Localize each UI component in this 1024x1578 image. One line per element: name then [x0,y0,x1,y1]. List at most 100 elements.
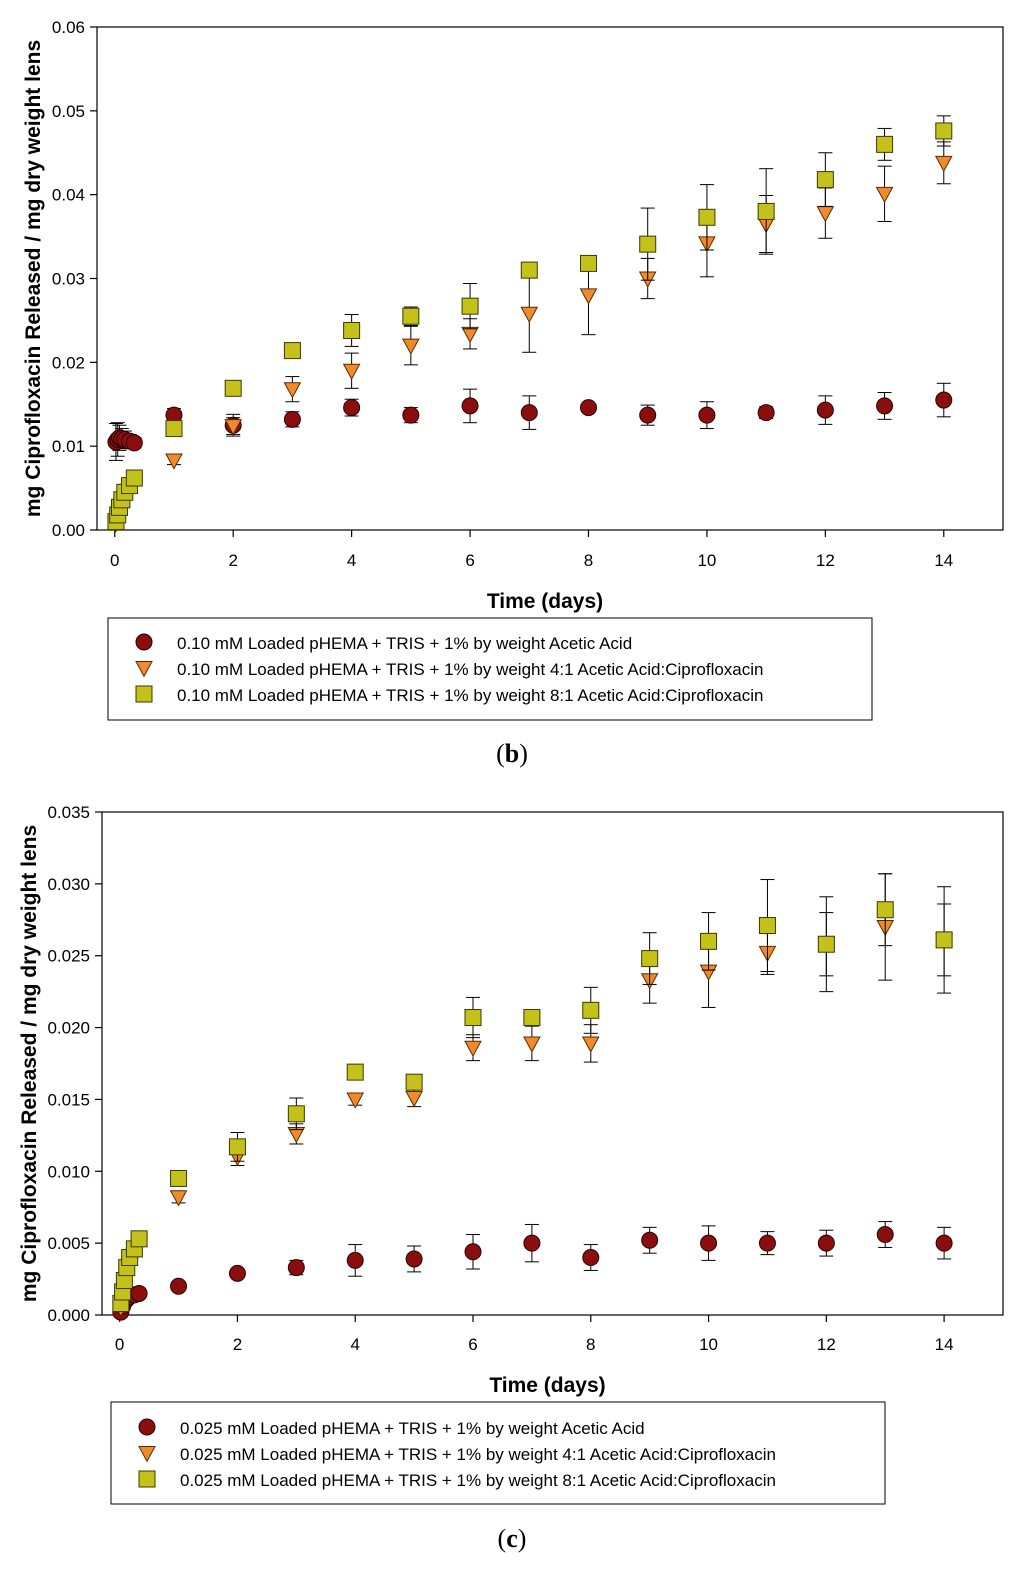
data-point [405,1073,423,1091]
y-tick-label: 0.000 [47,1306,90,1325]
data-point [817,935,835,953]
data-point [346,1063,364,1081]
data-point [130,1230,148,1248]
data-point [935,391,953,409]
data-point [228,1264,246,1282]
data-point [523,1234,541,1252]
data-point [346,1251,364,1269]
caption-part: ( [498,1524,507,1553]
x-tick-label: 6 [465,551,474,570]
data-point [170,1169,188,1187]
y-tick-label: 0.03 [52,270,85,289]
data-point [758,917,776,935]
data-point [343,399,361,417]
data-point [816,206,835,223]
plot-frame [96,26,1004,531]
x-tick-label: 4 [350,1335,359,1354]
data-point [464,1009,482,1027]
data-point [757,404,775,422]
y-tick-label: 0.06 [52,18,85,37]
data-point [170,1277,188,1295]
x-tick-label: 2 [228,551,237,570]
data-point [343,321,361,339]
legend-marker [135,633,153,651]
data-point [698,208,716,226]
y-tick-label: 0.005 [47,1234,90,1253]
data-point [757,202,775,220]
data-point [876,901,894,919]
data-point [228,1138,246,1156]
data-point [639,406,657,424]
data-point [639,235,657,253]
x-tick-label: 4 [347,551,356,570]
legend-label: 0.025 mM Loaded pHEMA + TRIS + 1% by wei… [180,1419,645,1438]
data-point [402,338,420,355]
data-point [876,397,894,415]
data-point [461,297,479,315]
data-point [165,453,183,470]
panel-caption: (b) [496,739,528,768]
data-point [125,469,143,487]
data-point [698,406,716,424]
data-point [523,1009,541,1027]
legend-label: 0.10 mM Loaded pHEMA + TRIS + 1% by weig… [177,634,632,653]
data-point [876,135,894,153]
data-point [520,306,539,324]
caption-part: b [505,739,519,768]
data-point [402,406,420,424]
x-tick-label: 10 [697,551,716,570]
legend-label: 0.10 mM Loaded pHEMA + TRIS + 1% by weig… [177,686,764,705]
x-tick-label: 12 [817,1335,836,1354]
x-tick-label: 14 [935,1335,954,1354]
caption-part: ( [496,739,505,768]
data-point [582,1001,600,1019]
data-point [876,1226,894,1244]
y-tick-label: 0.05 [52,102,85,121]
y-tick-label: 0.00 [52,521,85,540]
legend-marker [138,1470,156,1488]
y-tick-label: 0.010 [47,1162,90,1181]
data-point [582,1249,600,1267]
data-point [461,326,479,344]
data-point [461,397,479,415]
y-tick-label: 0.01 [52,437,85,456]
series-square [112,873,953,1313]
legend-marker [135,685,153,703]
data-point [283,382,302,399]
data-point [581,1036,600,1053]
data-point [287,1105,305,1123]
caption-part: ) [518,1524,527,1553]
x-tick-label: 2 [233,1335,242,1354]
data-point [523,1036,541,1053]
y-axis-label: mg Ciprofloxacin Released / mg dry weigh… [18,825,41,1302]
data-point [169,1190,188,1207]
data-point [641,950,659,968]
y-tick-label: 0.015 [47,1090,90,1109]
x-tick-label: 6 [468,1335,477,1354]
data-point [816,171,834,189]
legend-marker [135,661,153,678]
y-tick-label: 0.020 [47,1019,90,1038]
x-axis-label: Time (days) [489,1374,605,1397]
y-tick-label: 0.04 [52,186,85,205]
x-tick-label: 8 [586,1335,595,1354]
y-tick-label: 0.030 [47,875,90,894]
legend-label: 0.025 mM Loaded pHEMA + TRIS + 1% by wei… [180,1471,776,1490]
panel-b: 0 2 4 6 8 10 12 14 0.00 0.01 0.02 0.03 0.04 0.05 0.06 T… [22,18,1004,768]
series-circle [112,1221,953,1321]
data-point [224,379,242,397]
data-point [342,363,361,381]
x-tick-label: 8 [584,551,593,570]
data-point [875,186,894,204]
data-point [464,1243,482,1261]
data-point [758,1234,776,1252]
x-axis-label: Time (days) [487,590,603,613]
x-tick-label: 14 [934,551,953,570]
data-point [283,410,301,428]
series-square [107,115,953,531]
series-circle [107,382,953,461]
legend-box [107,617,873,721]
data-point [641,1231,659,1249]
y-axis-label: mg Ciprofloxacin Released / mg dry weigh… [22,40,45,517]
